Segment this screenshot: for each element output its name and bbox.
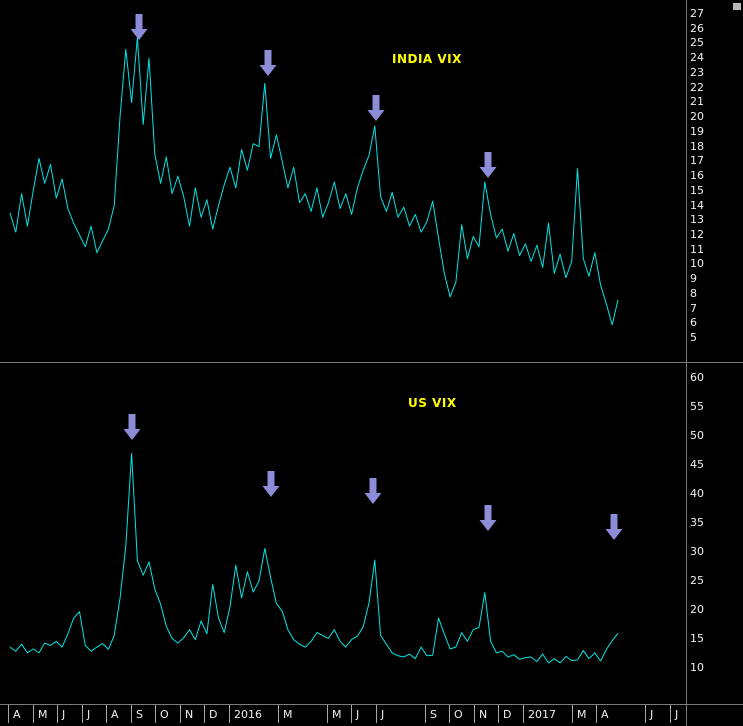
- y-tick-label: 21: [690, 95, 704, 109]
- x-tick-mark: [425, 705, 426, 723]
- down-arrow-icon: [364, 478, 382, 504]
- x-tick-mark: [596, 705, 597, 723]
- y-tick-label: 17: [690, 154, 704, 168]
- scrollbar-corner: [733, 3, 741, 10]
- us-vix-line: [9, 452, 619, 664]
- y-tick-label: 8: [690, 286, 697, 300]
- y-tick-label: 30: [690, 545, 704, 558]
- us-vix-title: US VIX: [408, 396, 457, 410]
- y-tick-label: 18: [690, 139, 704, 153]
- y-tick-label: 24: [690, 51, 704, 65]
- x-tick-mark: [376, 705, 377, 723]
- y-tick-label: 50: [690, 429, 704, 442]
- x-tick-label: S: [430, 708, 437, 721]
- y-tick-label: 16: [690, 169, 704, 183]
- down-arrow-icon: [123, 414, 141, 440]
- down-arrow-icon: [479, 152, 497, 178]
- panel-divider-line: [0, 362, 743, 363]
- y-tick-label: 10: [690, 257, 704, 271]
- x-tick-label: O: [160, 708, 169, 721]
- x-tick-label: M: [38, 708, 48, 721]
- x-tick-label: A: [13, 708, 21, 721]
- x-tick-mark: [351, 705, 352, 723]
- down-arrow-icon: [259, 50, 277, 76]
- y-tick-label: 20: [690, 603, 704, 616]
- y-tick-label: 25: [690, 574, 704, 587]
- y-tick-label: 15: [690, 183, 704, 197]
- y-tick-label: 5: [690, 331, 697, 345]
- y-tick-label: 12: [690, 227, 704, 241]
- x-axis-line: [0, 704, 743, 705]
- y-tick-label: 19: [690, 124, 704, 138]
- india-vix-line: [9, 37, 619, 326]
- y-tick-label: 23: [690, 65, 704, 79]
- x-tick-label: J: [87, 708, 91, 721]
- x-tick-mark: [474, 705, 475, 723]
- x-tick-mark: [155, 705, 156, 723]
- y-tick-label: 60: [690, 371, 704, 384]
- x-tick-mark: [106, 705, 107, 723]
- x-tick-mark: [327, 705, 328, 723]
- x-tick-label: 2017: [528, 708, 556, 721]
- x-tick-mark: [645, 705, 646, 723]
- x-tick-label: S: [136, 708, 143, 721]
- x-tick-label: N: [479, 708, 488, 721]
- y-tick-label: 45: [690, 458, 704, 471]
- x-tick-label: D: [503, 708, 512, 721]
- x-tick-mark: [33, 705, 34, 723]
- y-tick-label: 15: [690, 632, 704, 645]
- x-tick-label: N: [185, 708, 194, 721]
- x-tick-label: M: [577, 708, 587, 721]
- x-tick-mark: [131, 705, 132, 723]
- x-tick-mark: [57, 705, 58, 723]
- x-tick-mark: [498, 705, 499, 723]
- y-tick-label: 22: [690, 80, 704, 94]
- y-tick-label: 9: [690, 272, 697, 286]
- down-arrow-icon: [479, 505, 497, 531]
- x-tick-label: J: [62, 708, 66, 721]
- x-tick-label: M: [332, 708, 342, 721]
- down-arrow-icon: [605, 514, 623, 540]
- x-tick-mark: [449, 705, 450, 723]
- x-tick-mark: [278, 705, 279, 723]
- india-vix-title: INDIA VIX: [392, 52, 462, 66]
- x-tick-label: J: [650, 708, 654, 721]
- x-tick-label: J: [381, 708, 385, 721]
- y-tick-label: 27: [690, 7, 704, 20]
- x-tick-mark: [523, 705, 524, 723]
- y-tick-label: 35: [690, 516, 704, 529]
- y-tick-label: 10: [690, 661, 704, 674]
- x-tick-mark: [180, 705, 181, 723]
- x-tick-mark: [204, 705, 205, 723]
- down-arrow-icon: [367, 95, 385, 121]
- x-tick-mark: [572, 705, 573, 723]
- y-axis-line: [686, 0, 687, 726]
- x-tick-label: D: [209, 708, 218, 721]
- y-tick-label: 20: [690, 110, 704, 124]
- y-tick-label: 11: [690, 242, 704, 256]
- y-tick-label: 13: [690, 213, 704, 227]
- x-tick-mark: [229, 705, 230, 723]
- x-tick-label: A: [601, 708, 609, 721]
- x-tick-label: J: [356, 708, 360, 721]
- y-tick-label: 40: [690, 487, 704, 500]
- down-arrow-icon: [130, 14, 148, 40]
- y-tick-label: 25: [690, 36, 704, 50]
- x-tick-label: A: [111, 708, 119, 721]
- y-tick-label: 14: [690, 198, 704, 212]
- y-tick-label: 55: [690, 400, 704, 413]
- y-tick-label: 7: [690, 301, 697, 315]
- down-arrow-icon: [262, 471, 280, 497]
- y-tick-label: 26: [690, 21, 704, 35]
- x-tick-mark: [82, 705, 83, 723]
- x-tick-label: 2016: [234, 708, 262, 721]
- x-tick-mark: [670, 705, 671, 723]
- x-tick-mark: [8, 705, 9, 723]
- x-tick-label: O: [454, 708, 463, 721]
- x-tick-label: M: [283, 708, 293, 721]
- y-tick-label: 6: [690, 316, 697, 330]
- x-tick-label: J: [675, 708, 679, 721]
